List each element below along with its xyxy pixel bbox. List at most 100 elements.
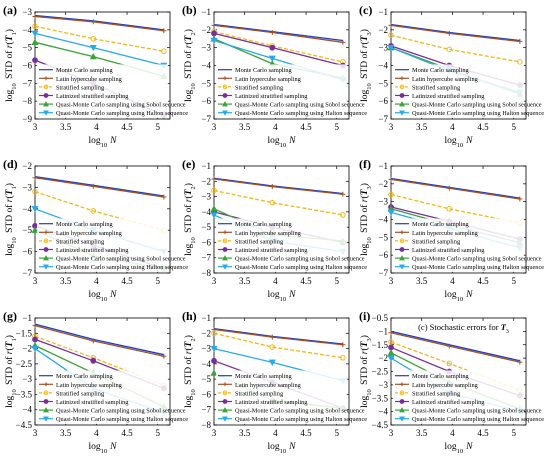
legend-marker-3 — [399, 390, 405, 396]
x-tick-label: 4 — [273, 122, 278, 132]
legend-marker-6 — [43, 110, 49, 116]
y-axis-label: log10 STD of r(T2) — [183, 29, 197, 102]
legend-entry-5: Quasi-Monte Carlo sampling using Sobol s… — [235, 256, 365, 263]
legend-entry-3: Stratified sampling — [235, 238, 284, 245]
legend-marker-2 — [44, 230, 48, 235]
series-2-point — [388, 22, 394, 28]
legend-entry-1: Monte Carlo sampling — [56, 221, 114, 228]
series-3-point — [211, 187, 217, 194]
y-tick-label: −3 — [22, 7, 32, 17]
x-axis-label: log10 N — [89, 290, 118, 303]
y-tick-label: −7 — [22, 78, 32, 88]
legend-entry-6: Quasi-Monte Carlo sampling using Halton … — [412, 110, 544, 117]
legend-marker-2 — [400, 76, 404, 81]
y-tick-label: −6 — [378, 96, 388, 106]
legend-entry-1: Monte Carlo sampling — [412, 221, 470, 228]
series-6-point — [268, 55, 276, 62]
legend-entry-3: Stratified sampling — [56, 238, 105, 245]
legend-marker-6 — [222, 416, 228, 422]
y-tick-label: −3.5 — [16, 389, 33, 399]
y-tick-label: −4 — [22, 25, 32, 35]
legend-entry-1: Monte Carlo sampling — [412, 373, 470, 380]
legend-entry-5: Quasi-Monte Carlo sampling using Sobol s… — [56, 102, 186, 109]
series-line-3 — [390, 34, 520, 63]
series-5-point — [31, 38, 39, 46]
legend-entry-6: Quasi-Monte Carlo sampling using Halton … — [412, 416, 544, 423]
y-tick-label: −1 — [201, 161, 211, 171]
y-tick-label: −2 — [378, 25, 388, 35]
legend-box — [393, 370, 524, 424]
legend-marker-5 — [43, 255, 49, 261]
legend-entry-4: Latinized stratified sampling — [412, 247, 485, 254]
y-tick-label: −4 — [201, 359, 211, 369]
panel-a: 3 3.5 4 4.5 5 −9 −8 −7 −6 −5 −4 −3 log10 N log10 STD o… — [3, 3, 188, 149]
legend-entry-5: Quasi-Monte Carlo sampling using Sobol s… — [412, 408, 542, 415]
series-6-point — [210, 37, 218, 45]
series-6-point — [31, 30, 39, 38]
series-6-point — [387, 44, 395, 52]
series-line-3 — [34, 25, 164, 52]
series-5-point — [387, 349, 395, 356]
x-tick-label: 3.5 — [239, 122, 251, 132]
legend-entry-4: Latinized stratified sampling — [56, 399, 129, 406]
y-tick-label: −0.5 — [372, 313, 389, 323]
legend-marker-4 — [399, 247, 405, 252]
y-axis-label: log10 STD of r(T2) — [183, 183, 197, 256]
legend-box — [37, 64, 168, 118]
y-tick-label: −3 — [22, 182, 32, 192]
series-2-point — [446, 343, 452, 349]
series-3-point — [161, 48, 167, 55]
series-2-point — [32, 13, 38, 19]
y-tick-label: −4 — [201, 61, 211, 71]
legend-entry-3: Stratified sampling — [412, 238, 461, 245]
series-line-3 — [390, 341, 521, 391]
legend-box — [216, 64, 347, 118]
legend-marker-4 — [222, 399, 228, 404]
series-5-point — [210, 369, 218, 376]
y-tick-label: −1.5 — [372, 340, 389, 350]
y-tick-label: −2 — [378, 353, 388, 363]
series-3-point — [340, 212, 346, 218]
legend-marker-4 — [399, 399, 405, 404]
legend-marker-4 — [43, 399, 49, 404]
x-tick-label: 4.5 — [300, 276, 312, 286]
legend-entry-4: Latinized stratified sampling — [412, 93, 485, 100]
legend-box — [37, 370, 168, 424]
x-tick-label: 5 — [155, 122, 160, 132]
legend-entry-1: Monte Carlo sampling — [235, 67, 293, 74]
panel-label: (c) — [359, 3, 372, 17]
y-tick-label: −6 — [201, 389, 211, 399]
y-tick-label: −8 — [201, 420, 211, 430]
x-tick-label: 3 — [389, 428, 394, 438]
y-tick-label: −1 — [378, 326, 388, 336]
x-tick-label: 3.5 — [239, 428, 251, 438]
series-3-point — [388, 191, 394, 198]
legend-marker-3 — [43, 238, 49, 244]
series-6-point — [89, 44, 97, 52]
panel-label: (f) — [359, 157, 371, 171]
panel-label: (i) — [359, 309, 370, 323]
legend-marker-5 — [399, 101, 405, 107]
legend-entry-3: Stratified sampling — [412, 84, 461, 91]
legend-marker-4 — [43, 93, 49, 98]
legend-marker-4 — [222, 93, 228, 98]
series-2-point — [90, 19, 96, 25]
x-tick-label: 3 — [212, 428, 217, 438]
legend-marker-2 — [223, 382, 227, 387]
legend-entry-2: Latin hypercube sampling — [56, 382, 123, 389]
legend-box — [393, 218, 524, 272]
legend-marker-3 — [222, 238, 228, 244]
series-2-point — [388, 330, 394, 336]
y-tick-label: −6 — [378, 250, 388, 260]
legend-entry-1: Monte Carlo sampling — [56, 67, 114, 74]
panel-e: 3 3.5 4 4.5 5 −8 −7 −6 −5 −4 −3 −2 −1 log10 N log10 STD… — [182, 157, 367, 303]
legend-entry-2: Latin hypercube sampling — [412, 230, 479, 237]
x-tick-label: 5 — [155, 276, 160, 286]
legend-entry-2: Latin hypercube sampling — [56, 230, 123, 237]
series-4-point — [90, 357, 97, 364]
x-tick-label: 3.5 — [60, 428, 72, 438]
x-axis-label: log10 N — [445, 290, 474, 303]
x-tick-label: 4 — [94, 428, 99, 438]
legend-box — [216, 218, 347, 272]
